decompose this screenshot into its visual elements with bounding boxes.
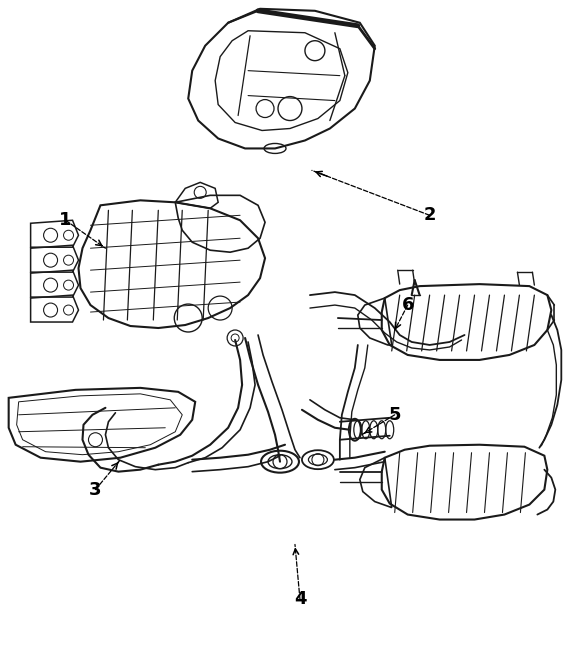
Text: 5: 5 <box>388 406 401 424</box>
Text: 2: 2 <box>423 207 436 224</box>
Text: 1: 1 <box>59 211 72 229</box>
Text: 3: 3 <box>89 481 102 499</box>
Text: 4: 4 <box>294 590 306 608</box>
Text: 6: 6 <box>401 296 414 314</box>
